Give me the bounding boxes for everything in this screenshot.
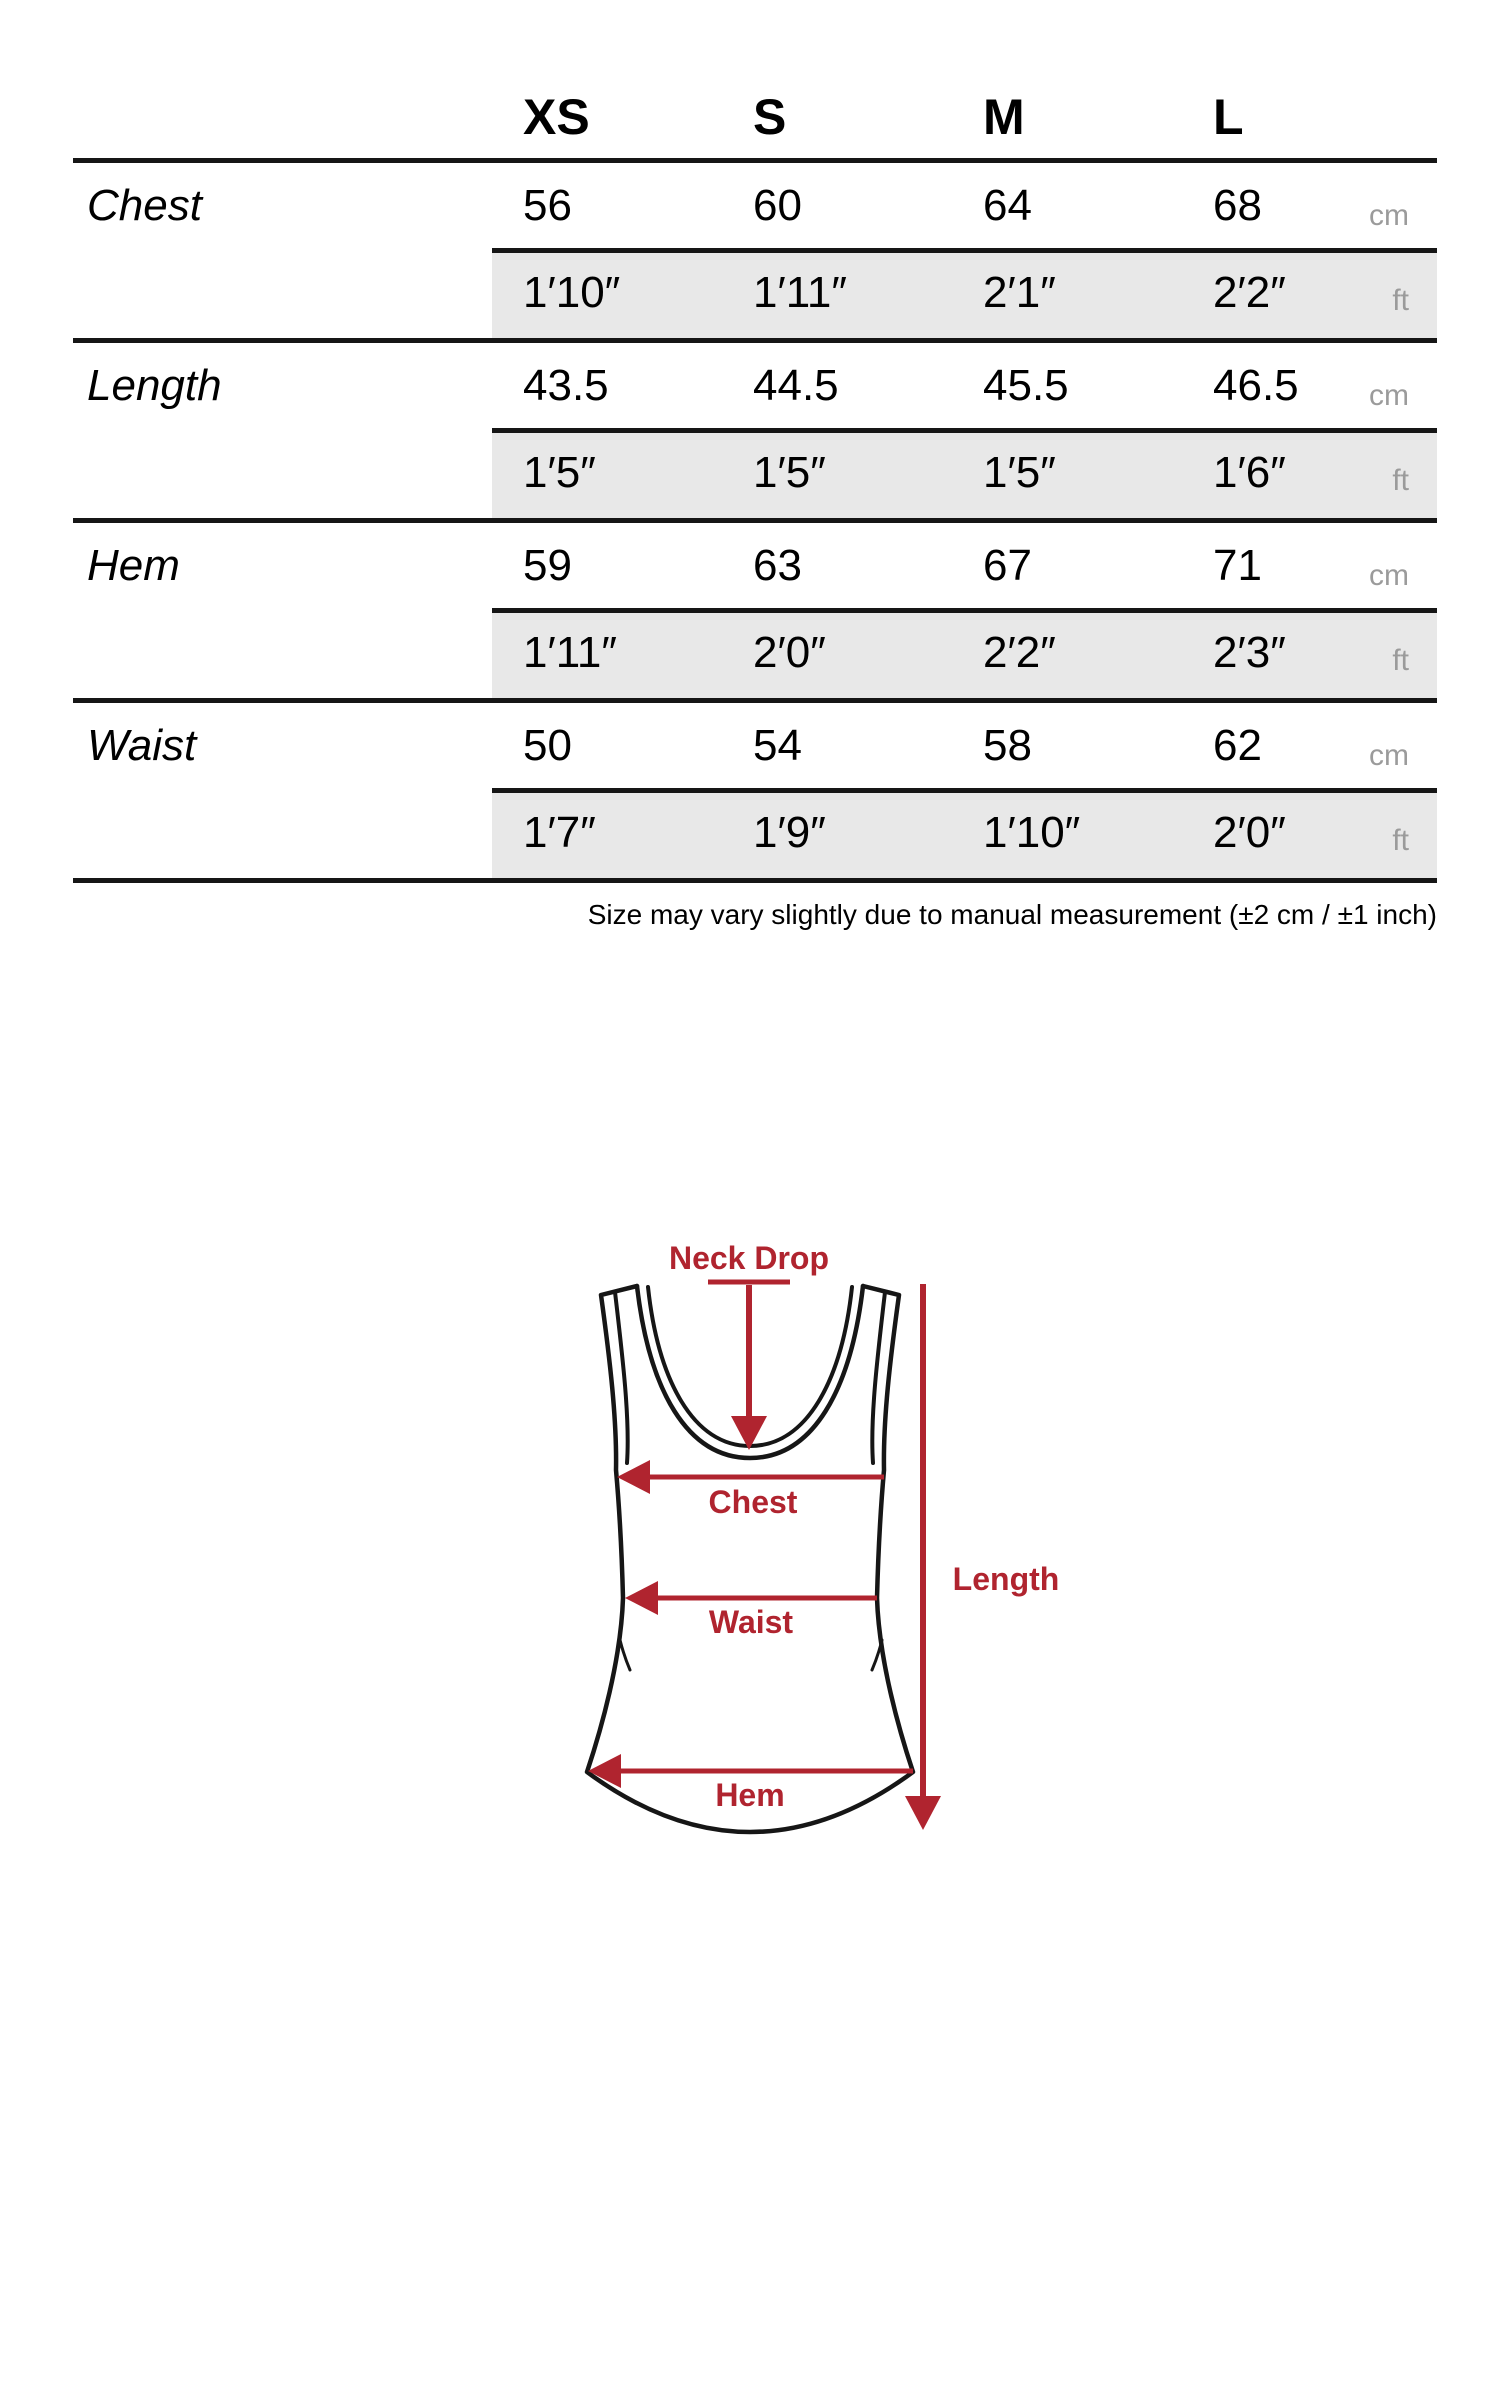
neckline-outer-curve	[634, 1283, 866, 1461]
length-ft-s: 1′5″	[753, 448, 826, 497]
length-cm-l: 46.5	[1213, 360, 1299, 410]
chest-arrow	[617, 1460, 884, 1494]
diagram-label-length: Length	[952, 1561, 1060, 1597]
length-cm-m: 45.5	[983, 360, 1069, 410]
chest-ft-s: 1′11″	[753, 268, 847, 317]
length-cm-xs: 43.5	[523, 360, 609, 410]
hem-cm-s: 63	[753, 540, 802, 590]
left-side-notch	[618, 1638, 632, 1672]
unit-label-ft: ft	[1392, 824, 1409, 857]
chest-cm-xs: 56	[523, 180, 572, 230]
table-row-length-cm: Length 43.5 44.5 45.5 46.5 cm	[73, 338, 1437, 428]
waist-ft-l: 2′0″	[1213, 808, 1286, 857]
right-side-notch	[870, 1638, 884, 1672]
waist-cm-s: 54	[753, 720, 802, 770]
unit-label-cm: cm	[1369, 199, 1409, 232]
hem-ft-m: 2′2″	[983, 628, 1056, 677]
length-ft-xs: 1′5″	[523, 448, 596, 497]
waist-ft-s: 1′9″	[753, 808, 826, 857]
waist-cm-m: 58	[983, 720, 1032, 770]
chest-cm-s: 60	[753, 180, 802, 230]
table-row-waist-ft: 1′7″ 1′9″ 1′10″ 2′0″ ft	[73, 788, 1437, 878]
right-armhole-trim	[870, 1290, 887, 1465]
length-ft-m: 1′5″	[983, 448, 1056, 497]
size-table: XS S M L Chest 56 60 64 68 cm 1′10″ 1′11…	[73, 50, 1437, 883]
hem-cm-m: 67	[983, 540, 1032, 590]
table-row-waist-cm: Waist 50 54 58 62 cm	[73, 698, 1437, 788]
diagram-label-chest: Chest	[708, 1484, 798, 1520]
table-row-chest-cm: Chest 56 60 64 68 cm	[73, 158, 1437, 248]
diagram-label-neck-drop: Neck Drop	[668, 1240, 830, 1276]
unit-label-ft: ft	[1392, 284, 1409, 317]
row-label-chest: Chest	[87, 180, 202, 230]
neck-drop-arrow	[708, 1279, 790, 1450]
waist-arrow	[625, 1581, 877, 1615]
waist-cm-xs: 50	[523, 720, 572, 770]
size-col-xs: XS	[523, 89, 590, 145]
left-armhole-trim	[613, 1290, 630, 1465]
size-col-m: M	[983, 89, 1025, 145]
row-label-length: Length	[87, 360, 222, 410]
chest-ft-xs: 1′10″	[523, 268, 621, 317]
length-arrow	[905, 1284, 941, 1830]
table-row-hem-ft: 1′11″ 2′0″ 2′2″ 2′3″ ft	[73, 608, 1437, 698]
hem-arrow	[588, 1754, 913, 1788]
measurement-arrows	[588, 1279, 941, 1830]
hem-ft-l: 2′3″	[1213, 628, 1286, 677]
chest-ft-l: 2′2″	[1213, 268, 1286, 317]
waist-ft-xs: 1′7″	[523, 808, 596, 857]
unit-label-ft: ft	[1392, 644, 1409, 677]
chest-cm-l: 68	[1213, 180, 1262, 230]
chest-cm-m: 64	[983, 180, 1032, 230]
size-col-s: S	[753, 89, 787, 145]
diagram-label-hem: Hem	[715, 1777, 785, 1813]
unit-label-cm: cm	[1369, 739, 1409, 772]
chest-ft-m: 2′1″	[983, 268, 1056, 317]
measurement-disclaimer: Size may vary slightly due to manual mea…	[587, 899, 1437, 930]
diagram-label-waist: Waist	[708, 1604, 794, 1640]
hem-ft-xs: 1′11″	[523, 628, 617, 677]
size-table-header: XS S M L	[73, 50, 1437, 158]
waist-ft-m: 1′10″	[983, 808, 1081, 857]
length-ft-l: 1′6″	[1213, 448, 1286, 497]
length-cm-s: 44.5	[753, 360, 839, 410]
hem-cm-xs: 59	[523, 540, 572, 590]
hem-ft-s: 2′0″	[753, 628, 826, 677]
row-label-waist: Waist	[87, 720, 197, 770]
table-row-length-ft: 1′5″ 1′5″ 1′5″ 1′6″ ft	[73, 428, 1437, 518]
unit-label-ft: ft	[1392, 464, 1409, 497]
row-label-hem: Hem	[87, 540, 180, 590]
waist-cm-l: 62	[1213, 720, 1262, 770]
table-row-chest-ft: 1′10″ 1′11″ 2′1″ 2′2″ ft	[73, 248, 1437, 338]
size-col-l: L	[1213, 89, 1244, 145]
unit-label-cm: cm	[1369, 559, 1409, 592]
hem-cm-l: 71	[1213, 540, 1262, 590]
table-row-hem-cm: Hem 59 63 67 71 cm	[73, 518, 1437, 608]
unit-label-cm: cm	[1369, 379, 1409, 412]
tank-top-measurement-diagram	[584, 1279, 941, 1835]
tank-top-silhouette	[584, 1283, 916, 1835]
